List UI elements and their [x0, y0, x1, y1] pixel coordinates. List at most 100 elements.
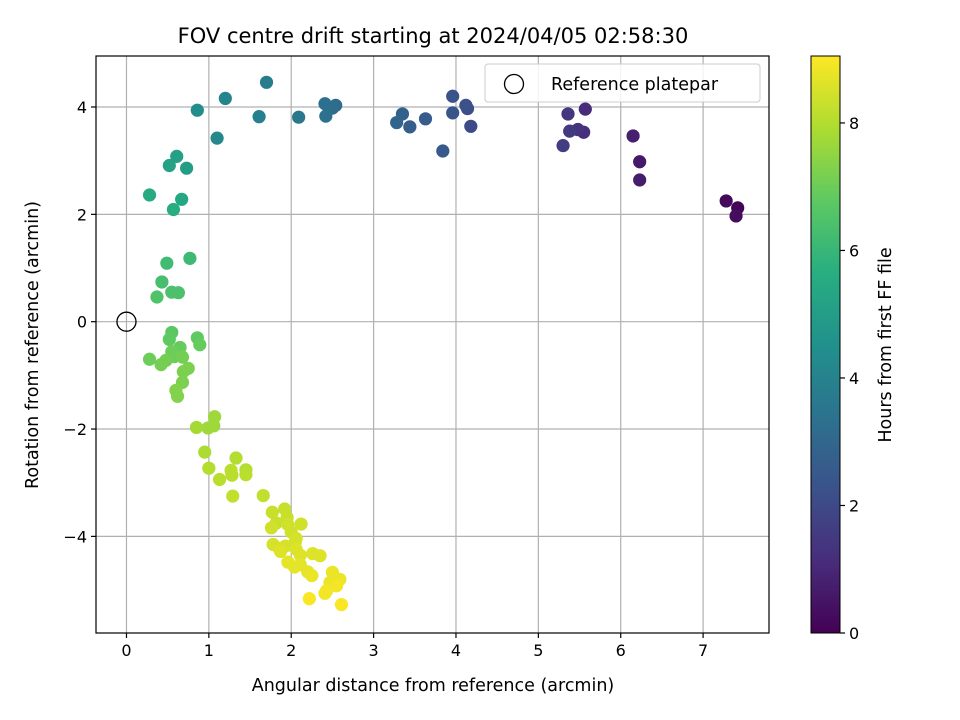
x-tick-label: 6 — [616, 641, 626, 660]
data-point — [183, 251, 197, 265]
data-point — [313, 549, 327, 563]
y-tick-label: 2 — [77, 205, 87, 224]
x-axis-ticks: 0 1 2 3 4 5 6 7 — [121, 633, 708, 660]
data-point — [162, 158, 176, 173]
colorbar-tick-label: 4 — [849, 369, 859, 388]
data-point — [193, 338, 207, 352]
y-tick-label: −4 — [63, 527, 87, 546]
data-point — [218, 91, 232, 106]
colorbar: 0 2 4 6 8 Hours from first FF file — [810, 55, 896, 643]
data-point — [578, 102, 592, 116]
data-point — [176, 365, 190, 379]
data-point — [239, 468, 253, 482]
x-tick-label: 1 — [204, 641, 214, 660]
colorbar-tick-label: 6 — [849, 241, 859, 260]
data-point — [563, 124, 577, 138]
data-point — [302, 592, 316, 606]
data-point — [170, 389, 185, 403]
data-point — [180, 161, 194, 175]
colorbar-ticks: 0 2 4 6 8 — [840, 114, 859, 643]
data-point — [626, 129, 640, 143]
data-point — [319, 109, 333, 123]
data-point — [293, 548, 307, 562]
data-point — [154, 358, 168, 372]
legend-entry-reference: Reference platepar — [551, 75, 719, 95]
data-point — [252, 110, 266, 124]
data-point — [561, 107, 575, 121]
data-point — [142, 188, 157, 202]
data-point — [318, 586, 332, 600]
data-point — [256, 488, 270, 503]
data-point — [436, 144, 450, 158]
data-point — [305, 568, 319, 583]
colorbar-label: Hours from first FF file — [876, 247, 896, 442]
data-points — [116, 75, 745, 612]
data-point — [273, 544, 288, 559]
legend-marker-icon — [503, 73, 525, 95]
data-point — [226, 489, 240, 503]
data-point — [162, 332, 176, 347]
data-point — [403, 120, 417, 134]
data-point — [150, 290, 164, 304]
data-point — [198, 445, 212, 459]
data-point — [633, 173, 647, 187]
y-axis-ticks: −4 −2 0 2 4 — [63, 98, 96, 546]
data-point — [418, 112, 433, 126]
data-point — [719, 194, 733, 208]
data-point — [160, 256, 174, 270]
x-tick-label: 4 — [451, 641, 461, 660]
data-point — [210, 131, 224, 145]
plot-frame — [95, 55, 770, 634]
reference-platepar-marker — [116, 311, 137, 332]
data-point — [390, 115, 404, 130]
data-point — [264, 521, 279, 535]
data-point — [287, 560, 302, 574]
data-point — [142, 352, 157, 366]
x-tick-label: 2 — [286, 641, 296, 660]
data-point — [334, 597, 349, 612]
data-point — [165, 285, 179, 299]
data-point — [729, 209, 743, 223]
colorbar-tick-label: 0 — [849, 624, 859, 643]
data-point — [446, 89, 460, 103]
data-point — [259, 75, 274, 89]
data-point — [212, 472, 227, 487]
data-point — [464, 119, 478, 133]
x-tick-label: 7 — [698, 641, 708, 660]
data-point — [190, 103, 204, 117]
data-point — [294, 517, 308, 531]
data-point — [229, 451, 243, 465]
data-point — [189, 420, 204, 435]
data-point — [202, 461, 216, 475]
legend: Reference platepar — [484, 63, 761, 103]
data-point — [201, 421, 215, 435]
x-tick-label: 5 — [533, 641, 543, 660]
data-point — [170, 149, 184, 163]
data-point — [175, 350, 190, 364]
colorbar-tick-label: 2 — [849, 496, 859, 515]
chart-title: FOV centre drift starting at 2024/04/05 … — [178, 24, 689, 48]
legend-box — [484, 63, 761, 103]
data-point — [446, 106, 460, 120]
data-point — [225, 468, 239, 482]
y-axis-label: Rotation from reference (arcmin) — [23, 201, 43, 489]
data-point — [166, 202, 181, 217]
x-tick-label: 3 — [369, 641, 379, 660]
y-tick-label: 0 — [77, 313, 87, 332]
data-point — [265, 505, 279, 519]
colorbar-gradient — [810, 55, 841, 634]
x-tick-label: 0 — [121, 641, 131, 660]
grid-lines — [96, 56, 769, 633]
data-point — [175, 192, 189, 206]
data-point — [329, 579, 344, 593]
data-point — [292, 110, 306, 124]
data-point — [633, 155, 647, 169]
x-axis-label: Angular distance from reference (arcmin) — [252, 676, 615, 696]
data-point — [155, 275, 169, 289]
data-point — [318, 97, 332, 111]
colorbar-tick-label: 8 — [849, 114, 859, 133]
y-tick-label: 4 — [77, 98, 87, 117]
data-point — [459, 98, 473, 112]
y-tick-label: −2 — [63, 420, 87, 439]
